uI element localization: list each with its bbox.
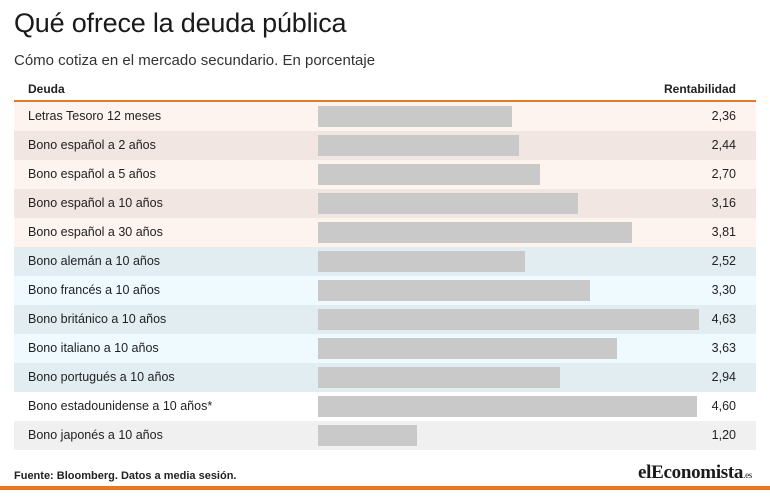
value-label: 2,36 <box>711 109 736 123</box>
category-label: Bono portugués a 10 años <box>28 370 175 384</box>
chart-row: Bono italiano a 10 años 3,63 <box>14 334 756 363</box>
column-header-deuda: Deuda <box>28 82 65 96</box>
bar <box>318 396 697 417</box>
category-label: Letras Tesoro 12 meses <box>28 109 162 123</box>
bar <box>318 222 632 243</box>
chart-row: Bono británico a 10 años 4,63 <box>14 305 756 334</box>
brand-logo: elEconomista.es <box>638 462 752 484</box>
bar <box>318 367 560 388</box>
category-label: Bono español a 30 años <box>28 225 163 239</box>
category-label: Bono español a 2 años <box>28 138 156 152</box>
value-label: 2,94 <box>711 370 736 384</box>
category-label: Bono español a 10 años <box>28 196 163 210</box>
bar <box>318 164 540 185</box>
footer-accent-line <box>0 486 770 490</box>
logo-text: elEconomista <box>638 462 744 483</box>
chart-row: Bono español a 2 años 2,44 <box>14 131 756 160</box>
category-label: Bono japonés a 10 años <box>28 428 163 442</box>
value-label: 1,20 <box>711 428 736 442</box>
value-label: 3,30 <box>711 283 736 297</box>
value-label: 3,81 <box>711 225 736 239</box>
category-label: Bono español a 5 años <box>28 167 156 181</box>
bar <box>318 106 512 127</box>
bar <box>318 338 617 359</box>
chart-row: Letras Tesoro 12 meses 2,36 <box>14 102 756 131</box>
chart-row: Bono alemán a 10 años 2,52 <box>14 247 756 276</box>
chart-row: Bono portugués a 10 años 2,94 <box>14 363 756 392</box>
value-label: 4,63 <box>711 312 736 326</box>
bar <box>318 135 519 156</box>
value-label: 2,70 <box>711 167 736 181</box>
category-label: Bono italiano a 10 años <box>28 341 159 355</box>
chart-row: Bono japonés a 10 años 1,20 <box>14 421 756 450</box>
bar <box>318 251 525 272</box>
value-label: 2,52 <box>711 254 736 268</box>
column-header-rentabilidad: Rentabilidad <box>663 82 736 96</box>
category-label: Bono británico a 10 años <box>28 312 167 326</box>
chart-row: Bono francés a 10 años 3,30 <box>14 276 756 305</box>
logo-suffix: .es <box>743 470 752 480</box>
chart-title: Qué ofrece la deuda pública <box>14 8 347 38</box>
chart-subtitle: Cómo cotiza en el mercado secundario. En… <box>14 52 376 69</box>
bar <box>318 425 417 446</box>
chart-row: Bono español a 30 años 3,81 <box>14 218 756 247</box>
chart-row: Bono español a 10 años 3,16 <box>14 189 756 218</box>
chart-row: Bono estadounidense a 10 años* 4,60 <box>14 392 756 421</box>
value-label: 3,16 <box>711 196 736 210</box>
value-label: 2,44 <box>711 138 736 152</box>
category-label: Bono estadounidense a 10 años* <box>28 399 213 413</box>
bar <box>318 193 578 214</box>
table-header: Deuda Rentabilidad <box>14 76 756 102</box>
value-label: 4,60 <box>711 399 736 413</box>
bar <box>318 309 699 330</box>
category-label: Bono alemán a 10 años <box>28 254 161 268</box>
category-label: Bono francés a 10 años <box>28 283 161 297</box>
source-note: Fuente: Bloomberg. Datos a media sesión. <box>14 470 237 482</box>
chart-rows: Letras Tesoro 12 meses 2,36 Bono español a… <box>14 102 756 450</box>
value-label: 3,63 <box>711 341 736 355</box>
bar <box>318 280 590 301</box>
chart-row: Bono español a 5 años 2,70 <box>14 160 756 189</box>
